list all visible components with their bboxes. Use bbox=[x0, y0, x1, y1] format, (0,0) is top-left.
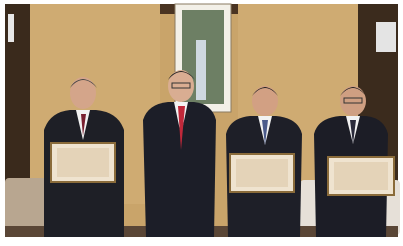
page: (() => { const data = JSON.parse(documen… bbox=[0, 0, 403, 241]
waterfall bbox=[196, 40, 206, 100]
window-light bbox=[376, 22, 396, 52]
window-light bbox=[8, 14, 14, 42]
photo bbox=[0, 0, 403, 241]
chair bbox=[5, 178, 50, 233]
